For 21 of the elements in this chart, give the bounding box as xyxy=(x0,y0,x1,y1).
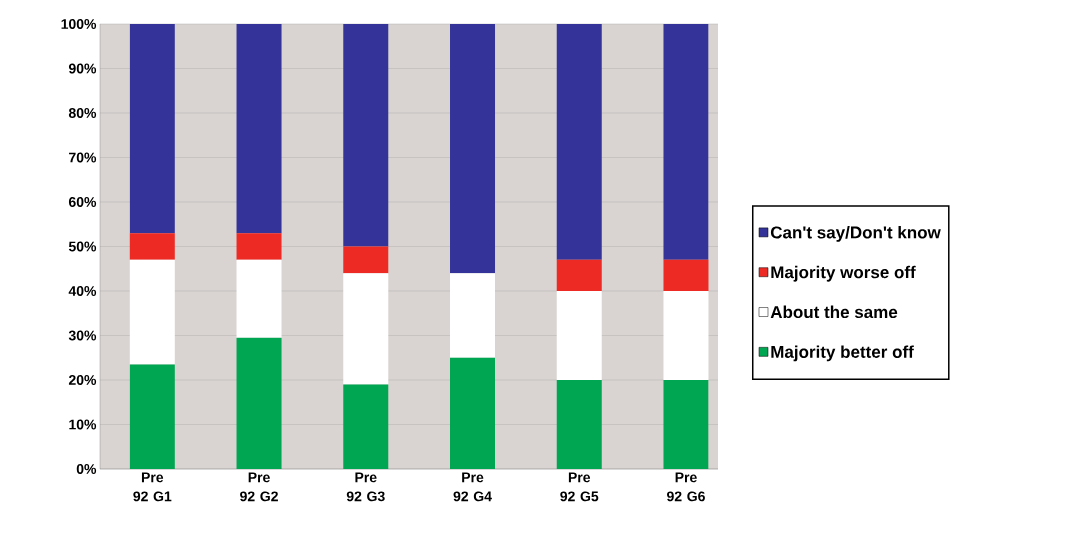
y-tick-label: 20% xyxy=(68,375,97,385)
x-tick-label: Pre 92 G3 xyxy=(346,472,385,502)
y-tick-label: 90% xyxy=(68,63,97,74)
x-tick-label: Pre 92 G1 xyxy=(133,472,172,502)
y-tick-label: 10% xyxy=(69,419,97,430)
legend-label: Can't say/Don't know xyxy=(770,225,941,242)
x-tick-label: Pre 92 G5 xyxy=(560,472,599,502)
y-tick-label: 70% xyxy=(69,152,97,163)
x-tick-label: Pre 92 G2 xyxy=(240,472,278,502)
legend-label: Majority worse off xyxy=(771,265,916,282)
y-tick-label: 80% xyxy=(68,108,97,118)
y-tick-label: 60% xyxy=(68,197,97,207)
legend-label: Majority better off xyxy=(771,345,914,362)
y-tick-label: 50% xyxy=(68,241,97,252)
y-tick-label: 0% xyxy=(76,464,97,474)
y-tick-label: 40% xyxy=(68,286,97,296)
y-tick-label: 30% xyxy=(68,330,97,341)
x-tick-label: Pre 92 G6 xyxy=(667,472,705,502)
y-tick-label: 100% xyxy=(61,19,97,29)
x-tick-label: Pre 92 G4 xyxy=(453,472,492,502)
legend-label: About the same xyxy=(770,305,898,319)
